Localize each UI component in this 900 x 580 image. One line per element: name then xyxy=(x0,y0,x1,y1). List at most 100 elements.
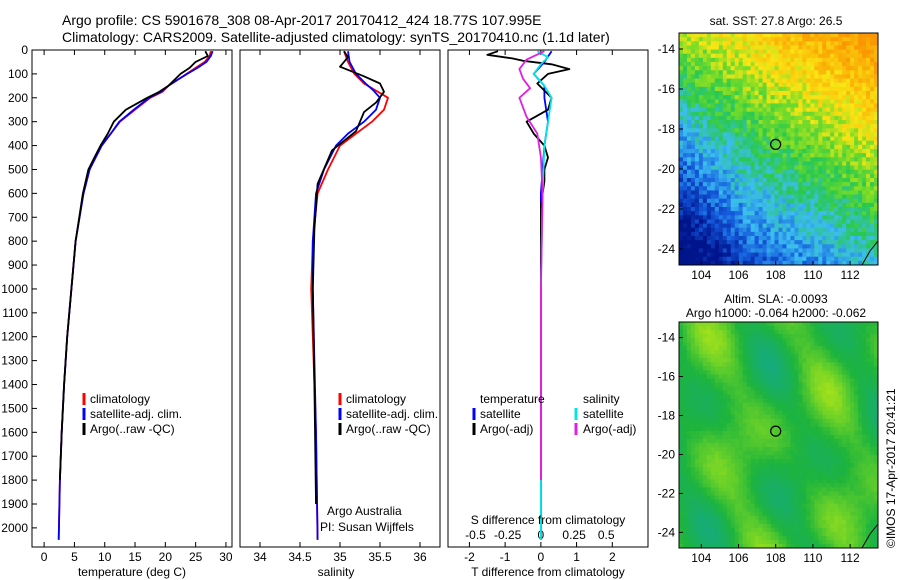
heatmap-cell xyxy=(854,338,859,343)
heatmap-cell xyxy=(722,70,728,75)
heatmap-cell xyxy=(854,223,859,229)
heatmap-cell xyxy=(794,236,799,241)
heatmap-cell xyxy=(758,74,763,79)
heatmap-cell xyxy=(690,140,696,146)
heatmap-cell xyxy=(850,37,855,42)
heatmap-cell xyxy=(734,406,740,412)
heatmap-cell xyxy=(774,334,779,339)
heatmap-cell xyxy=(782,103,787,108)
heatmap-cell xyxy=(854,451,859,456)
heatmap-cell xyxy=(842,362,847,367)
heatmap-cell xyxy=(842,37,847,42)
heatmap-cell xyxy=(710,194,716,200)
heatmap-cell xyxy=(838,451,843,456)
heatmap-cell xyxy=(810,57,815,63)
heatmap-cell xyxy=(690,374,696,379)
heatmap-cell xyxy=(778,406,783,412)
heatmap-cell xyxy=(826,439,831,444)
heatmap-cell xyxy=(786,435,791,440)
heatmap-cell xyxy=(774,435,779,440)
heatmap-cell xyxy=(862,66,867,71)
heatmap-cell xyxy=(746,120,752,125)
heatmap-cell xyxy=(838,45,843,50)
heatmap-cell xyxy=(874,173,879,179)
heatmap-cell xyxy=(726,455,732,460)
heatmap-cell xyxy=(822,346,827,351)
heatmap-cell xyxy=(830,322,835,327)
heatmap-cell xyxy=(770,149,775,154)
heatmap-cell xyxy=(710,57,716,63)
heatmap-cell xyxy=(854,45,859,50)
heatmap-cell xyxy=(790,475,795,480)
heatmap-cell xyxy=(778,244,783,249)
heatmap-cell xyxy=(762,70,767,75)
heatmap-cell xyxy=(850,256,855,262)
heatmap-cell xyxy=(838,161,843,166)
heatmap-cell xyxy=(726,115,732,121)
heatmap-cell xyxy=(726,62,732,67)
heatmap-cell xyxy=(874,215,879,220)
heatmap-cell xyxy=(738,186,744,191)
heatmap-cell xyxy=(830,66,835,71)
heatmap-cell xyxy=(690,260,696,266)
heatmap-cell xyxy=(686,382,692,387)
heatmap-cell xyxy=(786,111,791,117)
heatmap-cell xyxy=(698,107,704,113)
heatmap-cell xyxy=(786,236,791,241)
y-tick-label: 1400 xyxy=(1,378,28,392)
heatmap-cell xyxy=(710,414,716,420)
heatmap-cell xyxy=(774,111,779,117)
heatmap-cell xyxy=(842,57,847,63)
heatmap-cell xyxy=(770,157,775,162)
heatmap-cell xyxy=(782,447,787,452)
heatmap-cell xyxy=(714,128,720,133)
heatmap-cell xyxy=(826,394,831,400)
heatmap-cell xyxy=(679,182,684,187)
heatmap-cell xyxy=(770,161,775,166)
heatmap-cell xyxy=(870,479,875,484)
heatmap-cell xyxy=(690,322,696,327)
heatmap-cell xyxy=(806,227,811,233)
heatmap-cell xyxy=(766,338,771,343)
heatmap-cell xyxy=(750,248,756,253)
heatmap-cell xyxy=(702,157,708,162)
heatmap-cell xyxy=(862,49,867,55)
heatmap-cell xyxy=(742,70,748,75)
heatmap-cell xyxy=(842,70,847,75)
heatmap-cell xyxy=(679,194,684,200)
heatmap-cell xyxy=(750,479,756,484)
heatmap-cell xyxy=(730,362,736,367)
heatmap-cell xyxy=(802,169,807,175)
heatmap-cell xyxy=(834,338,839,343)
heatmap-cell xyxy=(826,467,831,472)
heatmap-cell xyxy=(778,182,783,187)
heatmap-cell xyxy=(850,57,855,63)
y-tick-label: 1300 xyxy=(1,354,28,368)
heatmap-cell xyxy=(726,49,732,55)
heatmap-cell xyxy=(838,447,843,452)
heatmap-cell xyxy=(774,471,779,476)
heatmap-cell xyxy=(762,49,767,55)
heatmap-cell xyxy=(686,471,692,476)
heatmap-cell xyxy=(806,439,811,444)
heatmap-cell xyxy=(818,107,823,113)
heatmap-cell xyxy=(690,190,696,195)
heatmap-cell xyxy=(766,479,771,484)
heatmap-cell xyxy=(770,91,775,96)
heatmap-cell xyxy=(694,132,700,137)
heatmap-cell xyxy=(766,95,771,100)
heatmap-cell xyxy=(742,443,748,448)
heatmap-cell xyxy=(714,330,720,335)
heatmap-cell xyxy=(874,435,879,440)
heatmap-cell xyxy=(814,128,819,133)
heatmap-cell xyxy=(854,103,859,108)
heatmap-cell xyxy=(810,78,815,84)
heatmap-cell xyxy=(682,386,688,392)
heatmap-cell xyxy=(758,322,763,327)
heatmap-cell xyxy=(746,346,752,351)
heatmap-cell xyxy=(782,78,787,84)
heatmap-cell xyxy=(858,190,863,195)
heatmap-cell xyxy=(826,366,831,371)
heatmap-cell xyxy=(730,426,736,432)
heatmap-cell xyxy=(790,66,795,71)
